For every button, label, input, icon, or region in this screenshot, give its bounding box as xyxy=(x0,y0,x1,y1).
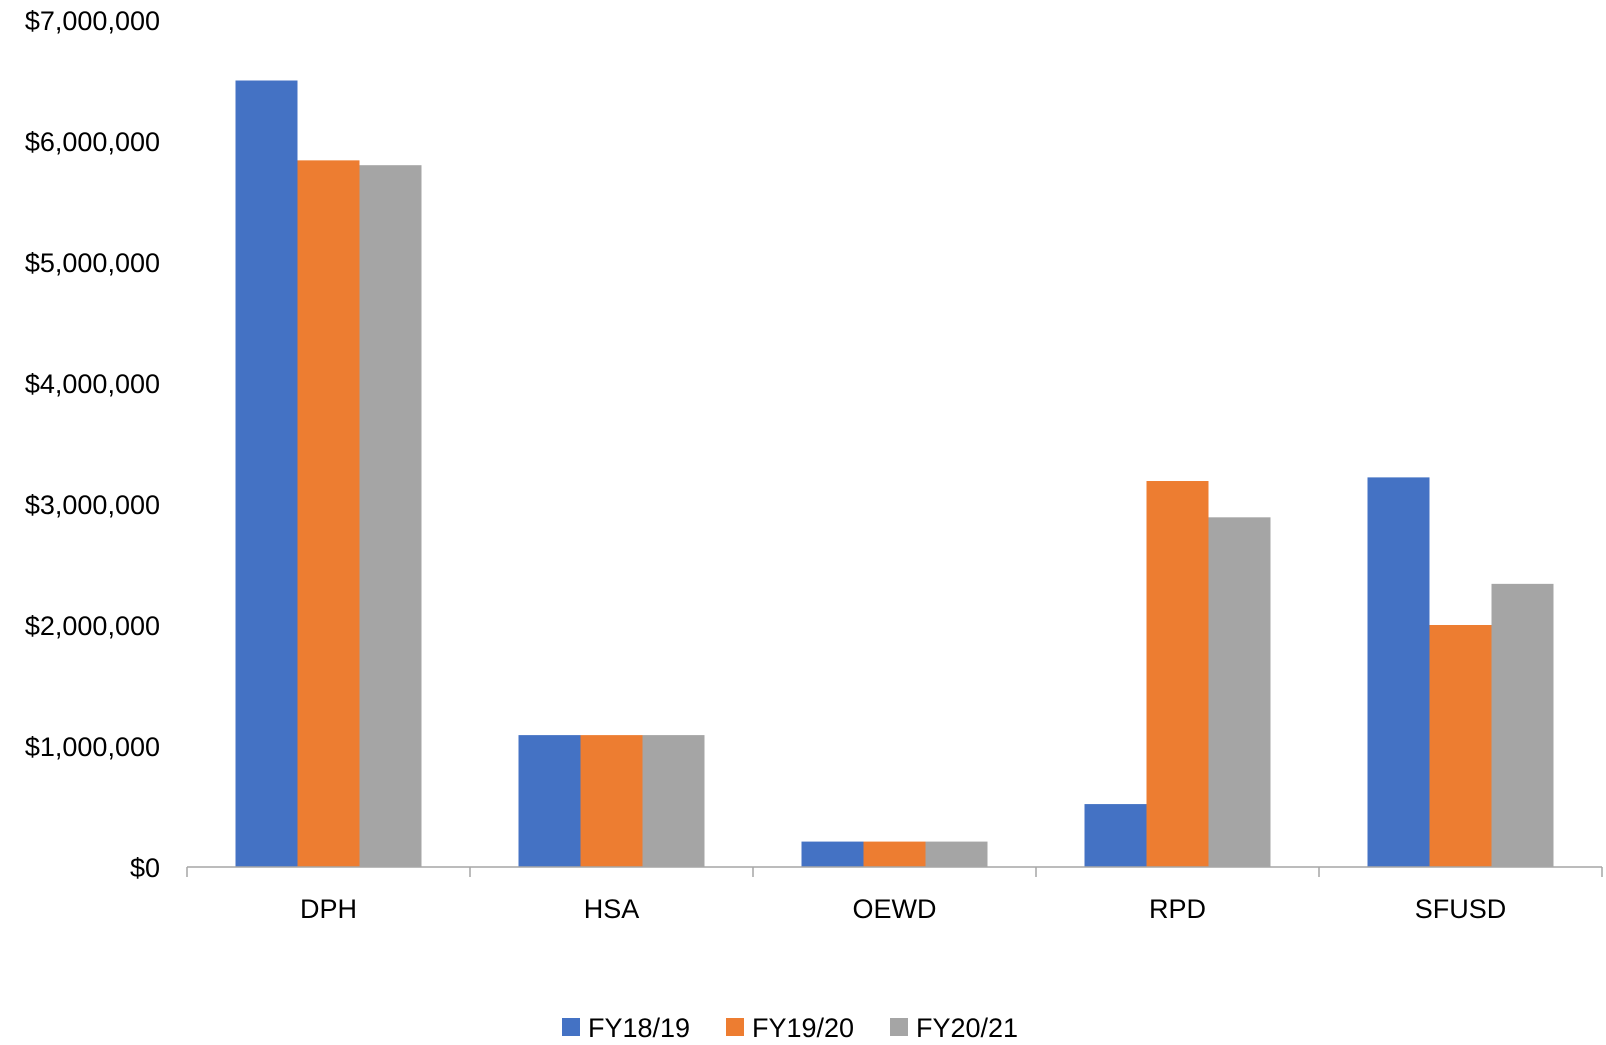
bar-hsa-series-3 xyxy=(642,735,705,867)
legend-label: FY20/21 xyxy=(916,1013,1018,1043)
bar-dph-series-1 xyxy=(235,80,298,867)
y-tick-label: $1,000,000 xyxy=(25,732,160,762)
bar-hsa-series-1 xyxy=(518,735,581,867)
bar-dph-series-3 xyxy=(359,165,422,867)
y-tick-label: $6,000,000 xyxy=(25,127,160,157)
y-tick-label: $5,000,000 xyxy=(25,248,160,278)
bar-sfusd-series-1 xyxy=(1367,477,1430,867)
legend-label: FY19/20 xyxy=(752,1013,854,1043)
legend-label: FY18/19 xyxy=(588,1013,690,1043)
bar-rpd-series-1 xyxy=(1084,804,1147,867)
y-axis: $0 $1,000,000 $2,000,000 $3,000,000 $4,000,0… xyxy=(25,6,160,883)
legend: FY18/19 FY19/20 FY20/21 xyxy=(562,1013,1018,1043)
bar-oewd-series-2 xyxy=(863,841,926,867)
legend-swatch xyxy=(726,1018,744,1036)
y-tick-label: $0 xyxy=(130,853,160,883)
bar-sfusd-series-3 xyxy=(1491,583,1554,867)
x-axis: DPH HSA OEWD RPD SFUSD xyxy=(186,866,1603,924)
bars xyxy=(235,80,1554,868)
bar-sfusd-series-2 xyxy=(1429,625,1492,867)
bar-oewd-series-3 xyxy=(925,841,988,867)
x-tick-label: RPD xyxy=(1149,894,1206,924)
legend-swatch xyxy=(890,1018,908,1036)
y-tick-label: $7,000,000 xyxy=(25,6,160,36)
bar-rpd-series-3 xyxy=(1208,517,1271,867)
legend-swatch xyxy=(562,1018,580,1036)
x-tick-label: DPH xyxy=(300,894,357,924)
x-tick-label: HSA xyxy=(584,894,640,924)
bar-rpd-series-2 xyxy=(1146,481,1209,867)
x-tick-label: OEWD xyxy=(853,894,937,924)
y-tick-label: $4,000,000 xyxy=(25,369,160,399)
bar-hsa-series-2 xyxy=(580,735,643,867)
bar-oewd-series-1 xyxy=(801,841,864,867)
y-tick-label: $2,000,000 xyxy=(25,611,160,641)
y-tick-label: $3,000,000 xyxy=(25,490,160,520)
x-tick-label: SFUSD xyxy=(1415,894,1507,924)
bar-dph-series-2 xyxy=(297,160,360,868)
